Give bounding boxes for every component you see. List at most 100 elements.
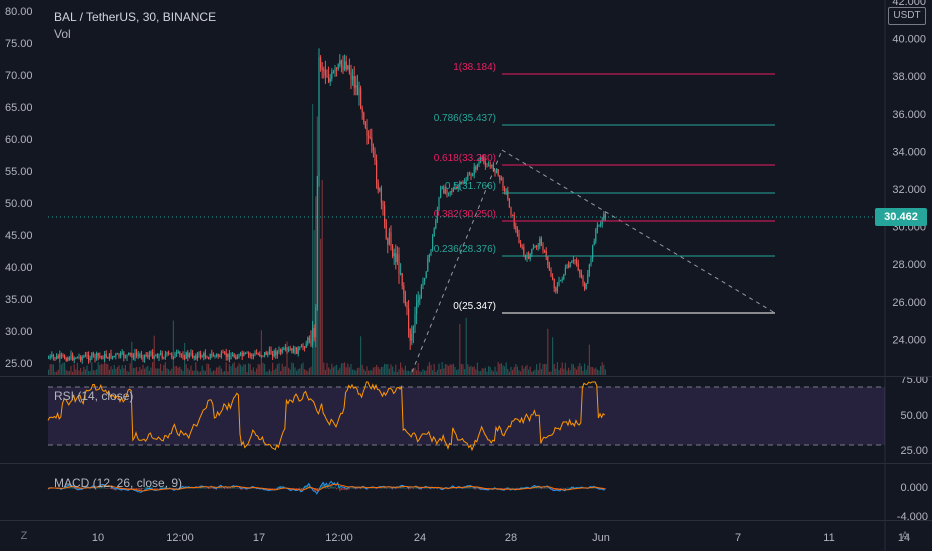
volume-bar bbox=[73, 364, 75, 375]
volume-bar bbox=[108, 369, 110, 375]
candle-body bbox=[56, 355, 58, 359]
candle-body bbox=[81, 356, 83, 361]
volume-bar bbox=[364, 371, 366, 375]
volume-bar bbox=[212, 370, 214, 375]
macd-hist-bar bbox=[377, 488, 379, 489]
macd-hist-bar bbox=[307, 485, 309, 489]
time-axis-pane[interactable]: 10 12:00 17 12:00 24 28 Jun 7 11 14 Z A bbox=[0, 520, 932, 551]
volume-bar bbox=[174, 366, 176, 375]
candle-body bbox=[326, 75, 328, 78]
volume-bar bbox=[120, 369, 122, 375]
volume-bar bbox=[542, 364, 544, 375]
right-axis-label: 38.000 bbox=[892, 71, 926, 83]
volume-bar bbox=[265, 371, 267, 375]
candle-body bbox=[491, 164, 493, 167]
price-pane[interactable]: 80.00 75.00 70.00 65.00 60.00 55.00 50.00 45.00… bbox=[0, 0, 932, 376]
volume-bar bbox=[448, 365, 450, 375]
macd-label[interactable]: MACD (12, 26, close, 9) bbox=[54, 476, 183, 490]
candle-body bbox=[225, 352, 227, 358]
volume-bar bbox=[432, 370, 434, 375]
left-price-axis[interactable]: 80.00 75.00 70.00 65.00 60.00 55.00 50.00 45.00… bbox=[5, 6, 33, 370]
macd-hist-bar bbox=[235, 487, 237, 489]
volume-bar bbox=[139, 366, 141, 375]
candle-body bbox=[425, 271, 427, 279]
candle-body bbox=[489, 165, 491, 167]
volume-bar bbox=[288, 367, 290, 375]
volume-bar bbox=[438, 363, 440, 375]
macd-hist-bar bbox=[300, 488, 302, 491]
fib-label-0618: 0.618(33.280) bbox=[434, 153, 496, 164]
volume-bar bbox=[65, 370, 67, 375]
macd-hist-bar bbox=[516, 487, 518, 489]
volume-bar bbox=[267, 371, 269, 375]
volume-bar bbox=[137, 371, 139, 375]
rsi-label[interactable]: RSI (14, close) bbox=[54, 389, 134, 403]
macd-hist-bar bbox=[233, 486, 235, 489]
candle-body bbox=[484, 161, 486, 167]
zoom-button[interactable]: Z bbox=[20, 530, 28, 542]
rsi-chart[interactable]: 75.00 50.00 25.00 bbox=[0, 377, 932, 463]
macd-legend[interactable]: MACD (12, 26, close, 9) bbox=[54, 476, 182, 490]
volume-bar bbox=[123, 368, 125, 375]
candle-body bbox=[105, 353, 107, 358]
price-chart[interactable]: 80.00 75.00 70.00 65.00 60.00 55.00 50.00 45.00… bbox=[0, 0, 932, 376]
volume-bar bbox=[264, 364, 266, 375]
macd-hist-bar bbox=[467, 486, 469, 489]
macd-chart[interactable]: 0.000 -4.000 bbox=[0, 464, 932, 521]
candle-body bbox=[76, 356, 78, 359]
macd-pane[interactable]: 0.000 -4.000 MACD (12, 26, close, 9) bbox=[0, 463, 932, 521]
candle-body bbox=[412, 327, 414, 335]
macd-hist-bar bbox=[273, 488, 275, 489]
fib-extension-line[interactable] bbox=[501, 149, 776, 314]
volume-bar bbox=[388, 368, 390, 375]
candle-body bbox=[84, 355, 86, 357]
candle-body bbox=[440, 188, 442, 198]
candle-body bbox=[512, 214, 514, 216]
rsi-pane[interactable]: 75.00 50.00 25.00 RSI (14, close) bbox=[0, 376, 932, 463]
candle-body bbox=[275, 350, 277, 356]
time-label-1200a: 12:00 bbox=[166, 532, 194, 544]
candle-body bbox=[584, 283, 586, 289]
candle-body bbox=[438, 197, 440, 210]
volume-bar bbox=[134, 367, 136, 375]
candle-body bbox=[555, 288, 557, 292]
macd-hist-bar bbox=[456, 488, 458, 489]
symbol-legend[interactable]: BAL / TetherUS, 30, BINANCE bbox=[54, 10, 216, 24]
right-price-axis[interactable]: 42.00040.00038.00036.00034.00032.00030.0… bbox=[892, 0, 926, 346]
fibonacci-retracement[interactable]: 1(38.184) 0.786(35.437) 0.618(33.280) 0.… bbox=[411, 62, 776, 373]
volume-bar bbox=[387, 364, 389, 375]
macd-hist-bar bbox=[132, 488, 134, 489]
macd-hist-bar bbox=[411, 487, 413, 489]
volume-bar bbox=[558, 370, 560, 375]
volume-bar bbox=[537, 369, 539, 375]
candle-body bbox=[185, 352, 187, 359]
macd-hist-bar bbox=[539, 487, 541, 489]
rsi-legend[interactable]: RSI (14, close) bbox=[54, 389, 133, 403]
time-axis[interactable]: 10 12:00 17 12:00 24 28 Jun 7 11 14 bbox=[0, 521, 932, 551]
volume-bar bbox=[419, 371, 421, 375]
volume-bar bbox=[513, 367, 515, 375]
candle-body bbox=[252, 354, 254, 357]
candle-body bbox=[102, 356, 104, 360]
volume-bar bbox=[568, 367, 570, 375]
symbol-title[interactable]: BAL / TetherUS, 30, BINANCE bbox=[54, 10, 217, 24]
volume-bar bbox=[595, 367, 597, 375]
rsi-axis-75: 75.00 bbox=[900, 377, 928, 386]
candle-body bbox=[216, 354, 218, 356]
macd-hist-bar bbox=[409, 488, 411, 490]
volume-label[interactable]: Vol bbox=[54, 27, 71, 41]
candle-body bbox=[220, 352, 222, 357]
currency-badge[interactable]: USDT bbox=[888, 7, 926, 25]
candle-body bbox=[456, 187, 458, 189]
volume-legend[interactable]: Vol bbox=[54, 27, 71, 41]
candle-body bbox=[523, 247, 525, 255]
volume-bar bbox=[233, 362, 235, 375]
macd-hist-bar bbox=[540, 488, 542, 490]
candle-body bbox=[196, 354, 198, 359]
auto-scale-button[interactable]: A bbox=[901, 530, 909, 542]
volume-bar bbox=[230, 366, 232, 375]
macd-axis-0: 0.000 bbox=[900, 482, 928, 494]
candle-body bbox=[515, 226, 517, 230]
candle-body bbox=[420, 286, 422, 298]
candle-body bbox=[169, 353, 171, 355]
